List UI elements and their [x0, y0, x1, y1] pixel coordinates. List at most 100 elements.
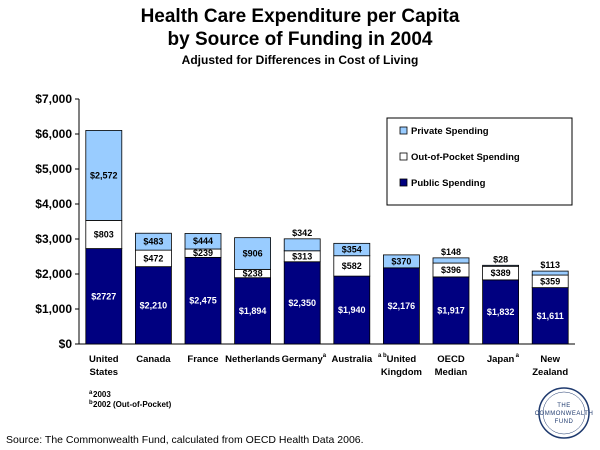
- label-out-of-pocket-5: $582: [342, 261, 362, 271]
- label-out-of-pocket-8: $389: [491, 268, 511, 278]
- chart-title-line-2: by Source of Funding in 2004: [168, 29, 433, 50]
- logo-line-3: FUND: [555, 419, 574, 425]
- bar-private-spending-9: [531, 270, 569, 276]
- category-label-9: Zealand: [532, 367, 568, 378]
- label-private-9: $113: [540, 260, 560, 270]
- source-note: Source: The Commonwealth Fund, calculate…: [6, 434, 364, 446]
- label-private-2: $444: [193, 236, 213, 246]
- footnote-text: 2002 (Out-of-Pocket): [93, 400, 172, 409]
- bar-public-spending-3: [234, 277, 272, 345]
- legend-swatch: [399, 178, 408, 187]
- bar-private-spending-7: [432, 257, 470, 264]
- category-footnote-mark-5: a b: [378, 353, 387, 359]
- label-public-2: $2,475: [189, 296, 217, 306]
- value-labels: $2727 $803 $2,572 $2,210 $472 $483 $2,475 $239 $…: [90, 170, 564, 320]
- y-tick-label: $4,000: [35, 197, 72, 211]
- category-label-7: Median: [435, 367, 468, 378]
- label-public-1: $2,210: [140, 300, 168, 310]
- y-tick-label: $3,000: [35, 232, 72, 246]
- category-label-9: New: [540, 354, 560, 365]
- category-label-0: States: [90, 367, 119, 378]
- category-label-4: Germany: [282, 354, 324, 365]
- label-private-5: $354: [342, 245, 362, 255]
- label-private-4: $342: [292, 228, 312, 238]
- bar-public-spending-4: [283, 261, 321, 345]
- footnote-mark: b: [89, 400, 93, 406]
- label-public-0: $2727: [91, 291, 116, 301]
- logo-ring: [538, 387, 590, 439]
- bar-private-spending-0: [85, 130, 123, 221]
- footnote-text: 2003: [93, 390, 111, 399]
- legend: Private Spending Out-of-Pocket Spending Pu…: [386, 117, 573, 206]
- legend-swatch: [399, 152, 408, 161]
- axes: $0 $1,000 $2,000 $3,000 $4,000 $5,000 $6,000 $7…: [35, 92, 575, 351]
- bar-out-of-pocket-spending-0: [85, 220, 123, 249]
- category-labels: United States Canada France Netherlands Germa…: [89, 353, 568, 378]
- label-private-3: $906: [243, 249, 263, 259]
- logo-inner-ring: [542, 391, 586, 435]
- category-label-8: Japan: [487, 354, 515, 365]
- category-label-6: United: [387, 354, 417, 365]
- legend-label: Public Spending: [411, 178, 486, 189]
- label-out-of-pocket-9: $359: [540, 276, 560, 286]
- bar-private-spending-6: [382, 254, 420, 269]
- bar-public-spending-6: [382, 267, 420, 345]
- label-out-of-pocket-3: $238: [243, 269, 263, 279]
- category-footnote-mark-4: a: [323, 353, 327, 359]
- y-tick-label: $5,000: [35, 162, 72, 176]
- bar-private-spending-2: [184, 233, 222, 250]
- category-label-2: France: [187, 354, 218, 365]
- bar-private-spending-4: [283, 238, 321, 252]
- category-label-1: Canada: [136, 354, 171, 365]
- bar-private-spending-5: [333, 242, 371, 257]
- legend-box: [386, 117, 573, 206]
- label-out-of-pocket-1: $472: [143, 253, 163, 263]
- label-public-3: $1,894: [239, 306, 267, 316]
- bar-private-spending-8: [482, 264, 520, 267]
- bar-private-spending-3: [234, 237, 272, 270]
- bar-public-spending-8: [482, 279, 520, 345]
- label-out-of-pocket-4: $313: [292, 251, 312, 261]
- label-out-of-pocket-0: $803: [94, 230, 114, 240]
- bar-public-spending-1: [134, 266, 172, 345]
- legend-label: Out-of-Pocket Spending: [411, 152, 520, 163]
- category-label-6: Kingdom: [381, 367, 422, 378]
- label-private-7: $148: [441, 247, 461, 257]
- chart-subtitle: Adjusted for Differences in Cost of Livi…: [182, 53, 419, 67]
- legend-label: Private Spending: [411, 126, 489, 137]
- bar-private-spending-1: [134, 232, 172, 251]
- logo-line-1: THE: [557, 403, 571, 409]
- label-public-7: $1,917: [437, 305, 465, 315]
- category-label-0: United: [89, 354, 119, 365]
- bar-public-spending-5: [333, 275, 371, 345]
- legend-swatch: [399, 126, 408, 135]
- category-footnote-mark-8: a: [516, 353, 520, 359]
- label-public-5: $1,940: [338, 305, 366, 315]
- label-out-of-pocket-2: $239: [193, 248, 213, 258]
- label-out-of-pocket-7: $396: [441, 265, 461, 275]
- category-label-5: Australia: [331, 354, 372, 365]
- label-private-0: $2,572: [90, 170, 118, 180]
- category-label-3: Netherlands: [225, 354, 280, 365]
- bar-public-spending-0: [85, 248, 123, 345]
- y-tick-label: $6,000: [35, 127, 72, 141]
- y-tick-label: $7,000: [35, 92, 72, 106]
- commonwealth-fund-logo: THE COMMONWEALTH FUND: [535, 387, 594, 439]
- label-private-8: $28: [493, 254, 508, 264]
- label-public-4: $2,350: [288, 298, 316, 308]
- label-public-6: $2,176: [388, 301, 416, 311]
- label-private-6: $370: [391, 256, 411, 266]
- y-tick-label: $1,000: [35, 302, 72, 316]
- chart-title-line-1: Health Care Expenditure per Capita: [141, 6, 460, 27]
- bar-public-spending-7: [432, 276, 470, 345]
- y-tick-label: $0: [59, 337, 73, 351]
- category-label-7: OECD: [437, 354, 465, 365]
- footnote-mark: a: [89, 390, 93, 396]
- logo-line-2: COMMONWEALTH: [535, 411, 594, 417]
- bars: [85, 130, 569, 345]
- bar-public-spending-9: [531, 287, 569, 345]
- label-public-9: $1,611: [537, 311, 564, 321]
- label-private-1: $483: [143, 237, 163, 247]
